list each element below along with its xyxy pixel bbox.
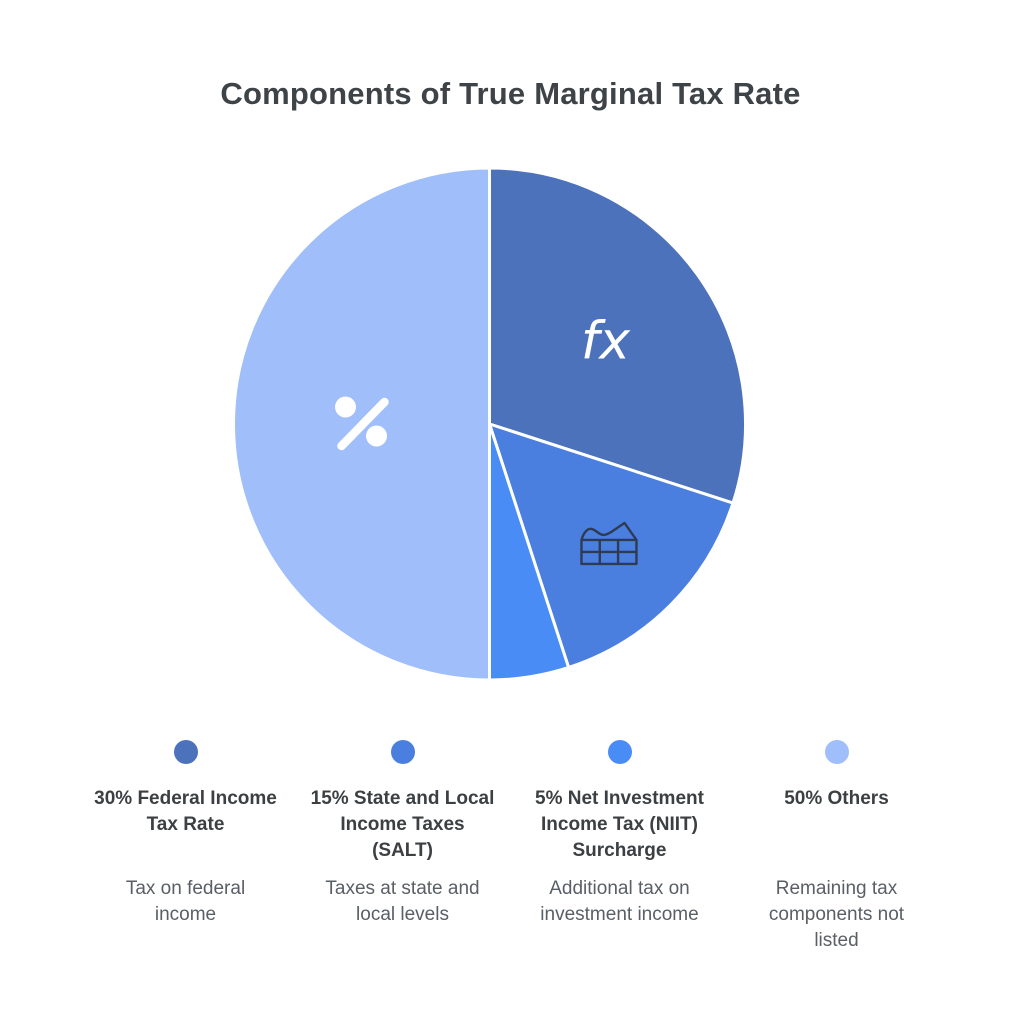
fx-icon: fx bbox=[581, 312, 631, 372]
percent-icon bbox=[335, 396, 389, 451]
legend-title-niit: 5% Net Investment Income Tax (NIIT) Surc… bbox=[535, 788, 704, 861]
legend-desc-others: Remaining tax components not listed bbox=[768, 878, 905, 951]
pie-chart: fx bbox=[230, 164, 750, 684]
legend-title-others: 50% Others bbox=[784, 788, 889, 809]
legend-item-salt[interactable]: 15% State and Local Income Taxes (SALT) … bbox=[294, 740, 511, 954]
legend-desc-salt: Taxes at state and local levels bbox=[325, 878, 480, 925]
legend-title-federal: 30% Federal Income Tax Rate bbox=[94, 788, 277, 835]
chart-title: Components of True Marginal Tax Rate bbox=[220, 76, 801, 111]
legend-title-salt: 15% State and Local Income Taxes (SALT) bbox=[310, 788, 495, 861]
legend-item-niit[interactable]: 5% Net Investment Income Tax (NIIT) Surc… bbox=[511, 740, 728, 954]
legend-dot-niit bbox=[607, 740, 632, 764]
legend-desc-niit: Additional tax on investment income bbox=[540, 878, 699, 925]
legend-dot-others bbox=[824, 740, 849, 764]
pie-slice-federal[interactable] bbox=[488, 166, 747, 505]
legend-dot-federal bbox=[173, 740, 198, 764]
legend-desc-federal: Tax on federal income bbox=[125, 878, 246, 925]
factory-chart-icon bbox=[580, 521, 638, 566]
legend-dot-salt bbox=[390, 740, 415, 764]
pie-chart-svg: fx bbox=[232, 166, 747, 682]
legend-item-federal[interactable]: 30% Federal Income Tax Rate Tax on feder… bbox=[77, 740, 294, 954]
legend: 30% Federal Income Tax Rate Tax on feder… bbox=[77, 740, 945, 954]
legend-item-others[interactable]: 50% Others Remaining tax components not … bbox=[728, 740, 945, 954]
